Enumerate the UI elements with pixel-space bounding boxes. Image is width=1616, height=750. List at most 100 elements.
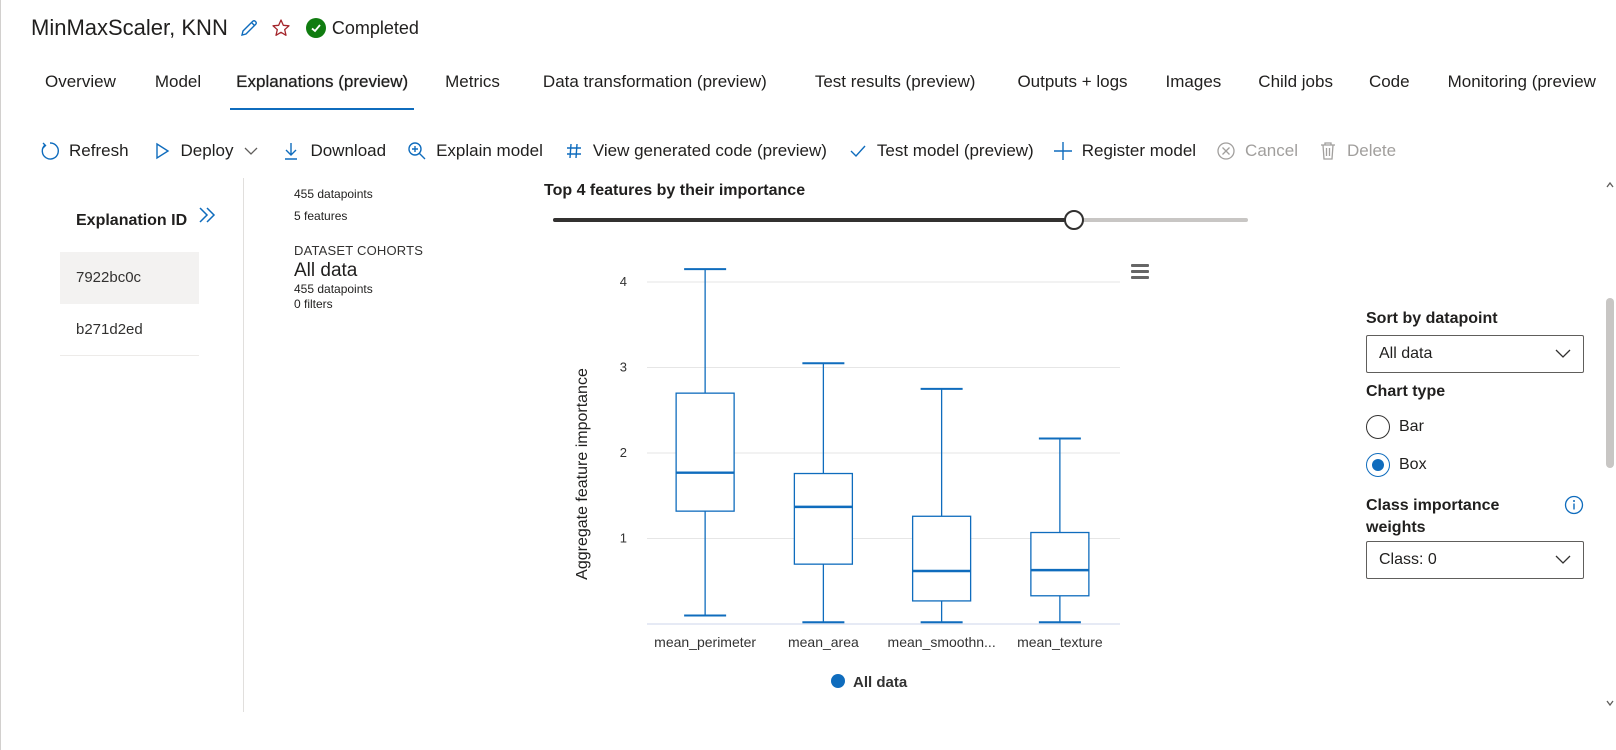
trash-icon (1318, 141, 1338, 161)
box-plot-2[interactable] (911, 387, 972, 624)
hashtag-icon (564, 141, 584, 161)
tab-test-results[interactable]: Test results (preview) (814, 72, 976, 91)
zoom-in-icon (407, 141, 427, 161)
datapoint-count: 455 datapoints (294, 187, 373, 201)
class-importance-label: Class importance weights (1366, 497, 1500, 536)
register-model-button[interactable]: Register model (1053, 141, 1196, 161)
x-tick-label: mean_perimeter (654, 634, 756, 650)
explain-model-label: Explain model (436, 141, 543, 160)
class-weights-dropdown[interactable]: Class: 0 (1366, 541, 1584, 579)
tab-monitoring[interactable]: Monitoring (preview (1447, 72, 1596, 91)
tab-bar: Overview Model Explanations (preview) Me… (45, 70, 1596, 110)
checkmark-icon (848, 141, 868, 161)
scroll-up-arrow-icon[interactable] (1605, 180, 1615, 190)
delete-label: Delete (1346, 141, 1397, 160)
vertical-scrollbar[interactable] (1601, 178, 1616, 714)
check-circle-icon (305, 18, 326, 38)
y-tick-label: 2 (620, 445, 627, 460)
radio-bar[interactable] (1366, 415, 1390, 439)
feature-count: 5 features (294, 209, 348, 223)
sort-by-dropdown[interactable]: All data (1366, 335, 1584, 373)
tab-images[interactable]: Images (1165, 72, 1222, 91)
slider-fill (553, 218, 1075, 222)
chevron-down-icon (1555, 349, 1571, 358)
radio-box-option[interactable]: Box (1366, 453, 1586, 477)
scroll-down-arrow-icon[interactable] (1605, 698, 1615, 708)
box-plot-3[interactable] (1030, 437, 1090, 624)
star-favorite-icon[interactable] (270, 17, 292, 39)
chart-options-panel: Sort by datapoint All data Chart type Ba… (1366, 310, 1586, 579)
test-model-button[interactable]: Test model (preview) (848, 141, 1034, 161)
radio-bar-option[interactable]: Bar (1366, 415, 1586, 439)
cohort-datapoints: 455 datapoints (294, 282, 373, 296)
play-icon (152, 141, 172, 161)
explanation-list-panel: Explanation ID 7922bc0c b271d2ed (60, 178, 245, 714)
deploy-button[interactable]: Deploy (152, 141, 262, 161)
double-chevron-right-icon[interactable] (196, 204, 218, 226)
y-tick-label: 4 (620, 274, 627, 289)
page-header: MinMaxScaler, KNN Completed (31, 12, 419, 44)
class-weights-value: Class: 0 (1379, 551, 1437, 568)
explanation-id-label: Explanation ID (76, 212, 188, 229)
chart-menu-icon[interactable] (1131, 264, 1149, 279)
status-badge: Completed (305, 17, 419, 39)
tab-child-jobs[interactable]: Child jobs (1258, 72, 1333, 91)
legend-marker (831, 674, 845, 688)
slider-thumb[interactable] (1064, 210, 1085, 230)
cancel-circle-icon (1216, 141, 1236, 161)
y-axis-label: Aggregate feature importance (574, 368, 591, 580)
feature-importance-box-chart: 1 2 3 4 mean_perimeter mean_area mean_smoothn.… (574, 264, 1149, 691)
test-model-label: Test model (preview) (876, 141, 1034, 160)
view-generated-code-button[interactable]: View generated code (preview) (564, 141, 827, 161)
register-model-label: Register model (1081, 141, 1197, 160)
tab-data-transformation[interactable]: Data transformation (preview) (542, 72, 767, 91)
iqr-box (911, 515, 972, 602)
class-importance-header: Class importance weights (1366, 495, 1584, 539)
scrollbar-thumb[interactable] (1606, 298, 1614, 468)
y-tick-label: 1 (620, 531, 627, 546)
cohort-filters: 0 filters (294, 297, 333, 311)
delete-button[interactable]: Delete (1318, 141, 1396, 161)
dataset-cohorts-heading: DATASET COHORTS (294, 243, 424, 258)
top-features-label: Top 4 features by their importance (544, 182, 806, 199)
tab-outputs-logs[interactable]: Outputs + logs (1017, 72, 1128, 91)
sort-by-label: Sort by datapoint (1366, 310, 1498, 327)
view-generated-code-label: View generated code (preview) (592, 141, 827, 160)
panel-divider (243, 178, 244, 712)
download-label: Download (310, 141, 387, 160)
status-text: Completed (331, 17, 419, 38)
iqr-box (793, 472, 854, 565)
tab-code[interactable]: Code (1368, 72, 1410, 91)
explanation-item[interactable]: 7922bc0c (60, 252, 199, 304)
box-plot-1[interactable] (793, 362, 854, 624)
info-icon[interactable] (1564, 495, 1584, 515)
legend-label: All data (853, 674, 908, 691)
x-tick-label: mean_area (788, 634, 859, 650)
legend-item[interactable]: All data (831, 674, 908, 691)
explanation-item[interactable]: b271d2ed (60, 304, 199, 356)
refresh-icon (40, 141, 60, 161)
radio-box[interactable] (1366, 453, 1390, 477)
download-button[interactable]: Download (281, 141, 386, 161)
iqr-box (1030, 531, 1090, 597)
sort-by-value: All data (1379, 345, 1433, 362)
tab-metrics[interactable]: Metrics (445, 72, 500, 91)
tab-explanations[interactable]: Explanations (preview) (230, 70, 415, 110)
x-tick-label: mean_texture (1017, 634, 1103, 650)
cohort-summary: 455 datapoints 5 features DATASET COHORT… (294, 183, 423, 312)
download-icon (281, 141, 301, 161)
top-features-slider[interactable] (553, 210, 1248, 230)
refresh-button[interactable]: Refresh (40, 141, 129, 161)
x-tick-label: mean_smoothn... (888, 634, 996, 650)
chart-type-label: Chart type (1366, 383, 1446, 400)
window-left-edge (0, 0, 1, 750)
box-plot-0[interactable] (675, 268, 735, 617)
refresh-label: Refresh (69, 141, 129, 160)
tab-overview[interactable]: Overview (45, 72, 116, 91)
chevron-down-icon (241, 141, 261, 161)
radio-bar-label: Bar (1399, 418, 1424, 435)
cancel-button[interactable]: Cancel (1216, 141, 1298, 161)
tab-model[interactable]: Model (154, 72, 202, 91)
explain-model-button[interactable]: Explain model (407, 141, 543, 161)
pencil-edit-icon[interactable] (238, 17, 260, 39)
